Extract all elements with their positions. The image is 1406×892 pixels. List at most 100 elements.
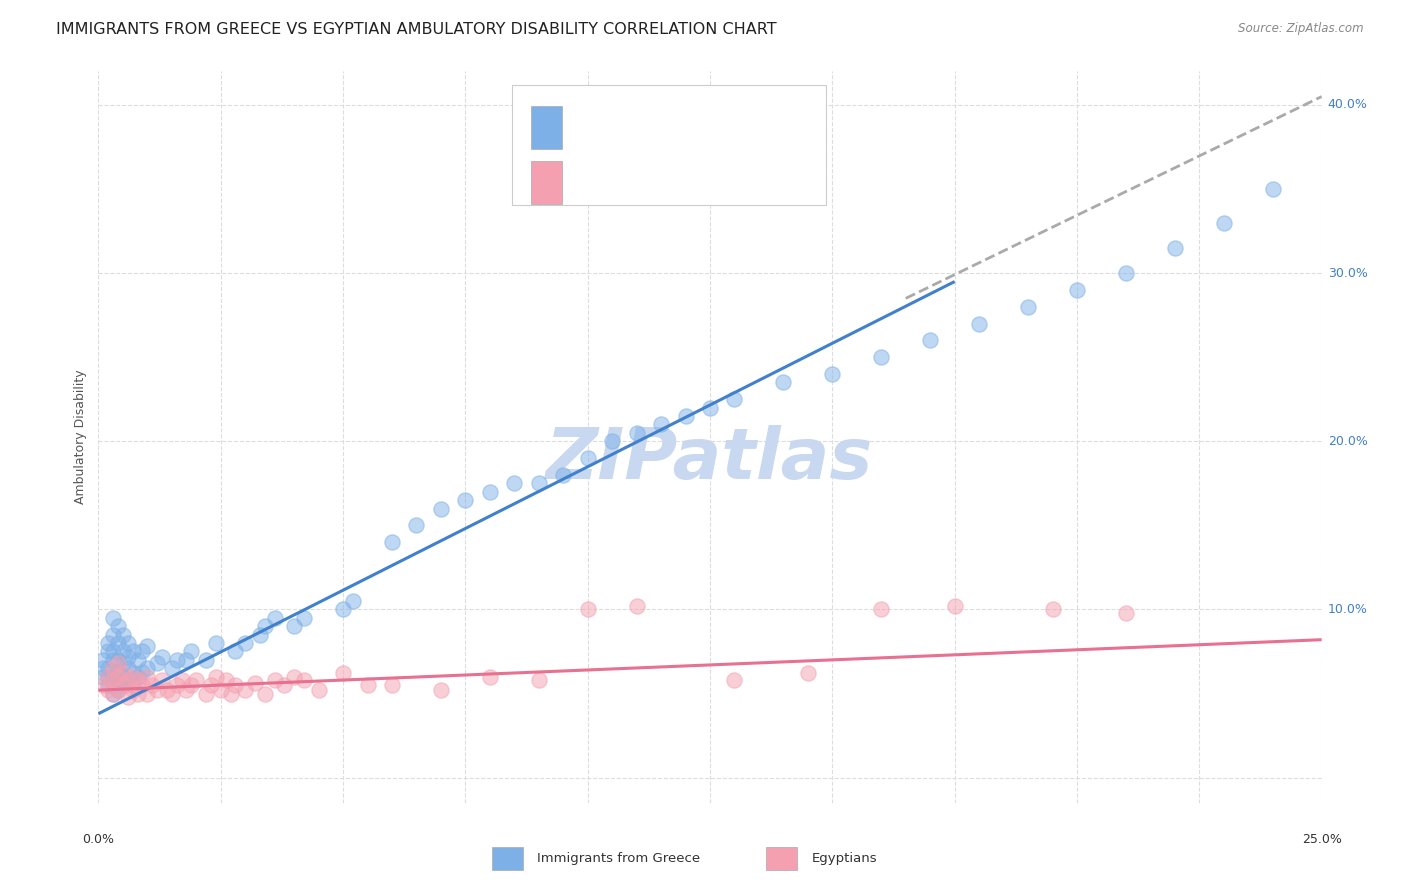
Point [430, 683, 453, 698]
Point [101, 661, 124, 675]
Text: R = 0.732   N = 84: R = 0.732 N = 84 [579, 119, 737, 136]
Point [263, 611, 285, 625]
Point [136, 670, 159, 684]
Point [186, 673, 208, 687]
Point [650, 417, 672, 432]
Point [176, 653, 198, 667]
Point [107, 657, 129, 671]
Point [117, 636, 139, 650]
Point [111, 657, 134, 671]
Point [107, 673, 129, 687]
Y-axis label: Ambulatory Disability: Ambulatory Disability [75, 370, 87, 504]
Point [224, 678, 246, 692]
Point [292, 673, 315, 687]
Point [405, 518, 427, 533]
Point [233, 683, 256, 698]
Point [214, 673, 236, 687]
Point [527, 476, 550, 491]
Point [97, 670, 120, 684]
Point [131, 644, 153, 658]
Point [870, 602, 893, 616]
Point [870, 350, 893, 364]
Point [454, 493, 477, 508]
Point [136, 640, 159, 654]
Point [292, 611, 315, 625]
Point [121, 666, 143, 681]
Point [205, 670, 228, 684]
Point [723, 392, 745, 407]
Point [1017, 300, 1039, 314]
Point [263, 673, 285, 687]
Point [146, 657, 169, 671]
Point [283, 619, 305, 633]
Point [170, 673, 193, 687]
Text: 20.0%: 20.0% [1327, 434, 1368, 448]
Point [150, 649, 173, 664]
Text: 30.0%: 30.0% [1327, 267, 1368, 279]
Point [127, 673, 149, 687]
Point [166, 678, 188, 692]
Text: Immigrants from Greece: Immigrants from Greece [537, 852, 700, 865]
Point [101, 611, 124, 625]
Point [205, 636, 228, 650]
Point [1164, 241, 1187, 255]
Point [332, 602, 354, 616]
Point [101, 644, 124, 658]
Point [503, 476, 526, 491]
Point [180, 678, 202, 692]
Point [821, 367, 844, 381]
Point [127, 686, 149, 700]
Point [675, 409, 697, 423]
Point [920, 334, 942, 348]
Point [101, 686, 124, 700]
Point [146, 683, 169, 698]
Point [723, 673, 745, 687]
Point [308, 683, 330, 698]
Point [200, 678, 222, 692]
Point [772, 376, 794, 390]
Point [356, 678, 378, 692]
Point [107, 653, 129, 667]
Point [797, 666, 820, 681]
Point [121, 670, 143, 684]
Text: Source: ZipAtlas.com: Source: ZipAtlas.com [1239, 22, 1364, 36]
Point [209, 683, 232, 698]
Point [283, 670, 305, 684]
Point [101, 653, 124, 667]
Text: IMMIGRANTS FROM GREECE VS EGYPTIAN AMBULATORY DISABILITY CORRELATION CHART: IMMIGRANTS FROM GREECE VS EGYPTIAN AMBUL… [56, 22, 778, 37]
Point [527, 673, 550, 687]
Point [111, 627, 134, 641]
Text: R = 0.251   N = 59: R = 0.251 N = 59 [579, 173, 737, 191]
Point [430, 501, 453, 516]
Point [131, 678, 153, 692]
Point [224, 644, 246, 658]
Text: 40.0%: 40.0% [1327, 98, 1368, 112]
Point [111, 644, 134, 658]
Point [156, 683, 179, 698]
Point [91, 661, 114, 675]
Point [1066, 283, 1088, 297]
Point [1261, 182, 1284, 196]
Point [166, 653, 188, 667]
Point [117, 661, 139, 675]
Point [1042, 602, 1064, 616]
Point [97, 670, 120, 684]
Point [195, 686, 218, 700]
Point [91, 678, 114, 692]
Point [273, 678, 295, 692]
Point [160, 661, 183, 675]
Text: 10.0%: 10.0% [1327, 603, 1368, 616]
Point [233, 636, 256, 650]
Point [332, 666, 354, 681]
Point [131, 665, 153, 679]
Point [136, 686, 159, 700]
Point [478, 670, 501, 684]
Point [195, 653, 218, 667]
Point [249, 627, 271, 641]
Point [117, 673, 139, 687]
Point [91, 653, 114, 667]
Point [107, 619, 129, 633]
Point [101, 678, 124, 692]
Text: 25.0%: 25.0% [1302, 833, 1341, 847]
Text: 0.0%: 0.0% [83, 833, 114, 847]
